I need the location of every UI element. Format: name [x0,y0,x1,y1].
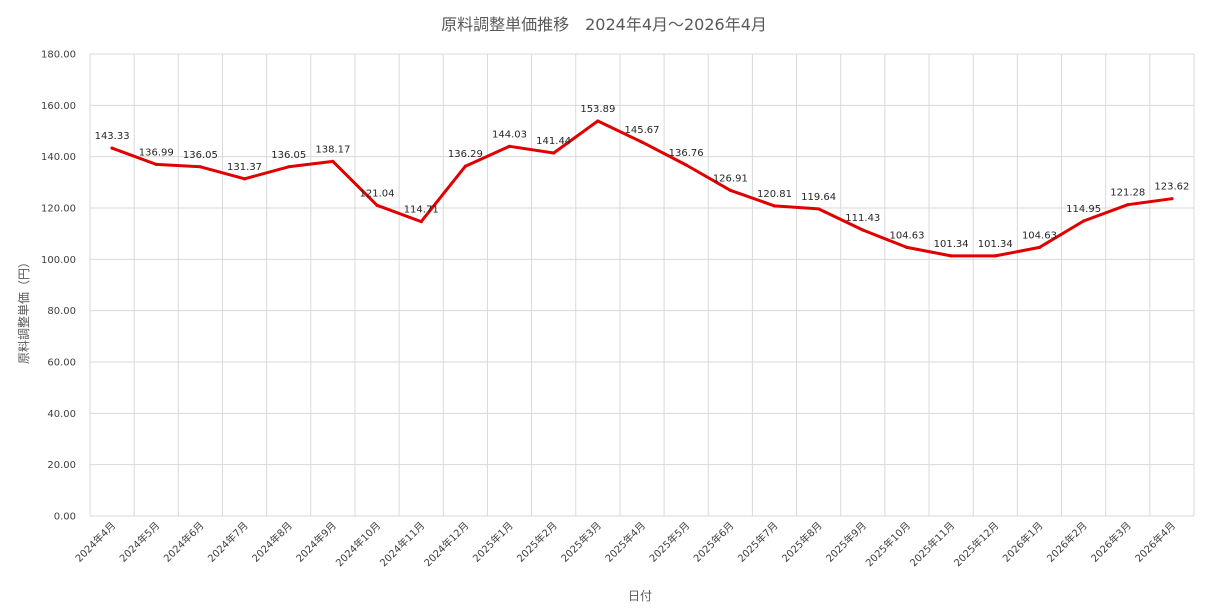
chart-title: 原料調整単価推移 2024年4月～2026年4月 [441,15,767,34]
data-label: 101.34 [934,239,969,250]
x-tick-label: 2026年1月 [1000,519,1046,565]
x-axis-title: 日付 [628,589,652,603]
x-tick-label: 2024年9月 [293,519,339,565]
y-tick-label: 80.00 [47,306,76,317]
data-label: 120.81 [757,189,792,200]
y-tick-label: 100.00 [41,255,76,266]
y-tick-label: 160.00 [41,101,76,112]
data-label: 143.33 [95,131,130,142]
x-tick-label: 2024年8月 [249,519,295,565]
x-tick-label: 2026年3月 [1088,519,1134,565]
data-point [154,162,158,166]
data-label: 136.99 [139,147,174,158]
data-label: 136.05 [271,150,306,161]
series-layer [110,119,1174,258]
data-point [728,188,732,192]
data-point [287,165,291,169]
data-point [993,254,997,258]
x-tick-label: 2025年5月 [646,519,692,565]
data-label: 141.44 [536,136,571,147]
data-label: 136.76 [669,148,704,159]
x-tick-label: 2025年12月 [951,519,1001,569]
x-tick-label: 2025年8月 [779,519,825,565]
data-label: 131.37 [227,162,262,173]
data-label: 126.91 [713,173,748,184]
x-tick-label: 2026年2月 [1044,519,1090,565]
x-tick-label: 2024年10月 [333,519,383,569]
x-axis-tick-labels: 2024年4月 2024年5月 2024年6月 2024年7月 2024年8月 2024年… [72,519,1178,569]
x-tick-label: 2025年6月 [691,519,737,565]
y-axis-tick-labels: 0.00 20.00 40.00 60.00 80.00 100.00 120.00 140.… [41,50,76,523]
data-point [110,146,114,150]
data-point [242,177,247,181]
data-point [331,159,335,163]
data-label: 123.62 [1154,182,1189,193]
data-label: 145.67 [625,125,660,136]
data-label: 104.63 [1022,230,1057,241]
y-tick-label: 0.00 [54,512,76,523]
data-point [640,140,644,144]
data-point [375,203,379,207]
data-label: 121.04 [360,188,395,199]
data-labels: 143.33 136.99 136.05 131.37 136.05 138.17 121.… [95,104,1190,250]
data-point [1037,245,1042,250]
y-tick-label: 20.00 [47,460,76,471]
x-tick-label: 2024年5月 [117,519,163,565]
data-point [905,245,909,250]
data-label: 114.71 [404,205,439,216]
data-label: 119.64 [801,192,836,203]
x-tick-label: 2025年3月 [558,519,604,565]
y-tick-label: 60.00 [47,358,76,369]
data-point [198,165,202,169]
data-point [507,144,512,148]
x-tick-label: 2025年11月 [907,519,957,569]
data-point [817,207,821,211]
data-point [684,163,688,167]
data-point [772,204,777,208]
data-label: 136.29 [448,149,483,160]
x-tick-label: 2024年6月 [161,519,207,565]
x-tick-label: 2024年4月 [72,519,118,565]
x-tick-label: 2025年2月 [514,519,560,565]
data-point [949,254,953,258]
data-label: 144.03 [492,129,527,140]
x-tick-label: 2025年4月 [602,519,648,565]
data-point [596,119,600,123]
x-tick-label: 2026年4月 [1132,519,1178,565]
x-tick-label: 2025年7月 [735,519,781,565]
data-point [463,164,467,168]
y-tick-label: 40.00 [47,409,76,420]
x-tick-label: 2024年12月 [421,519,471,569]
x-tick-label: 2024年7月 [205,519,251,565]
data-label: 111.43 [845,213,880,224]
gridlines [89,53,1195,517]
y-axis-title: 原料調整単価（円） [16,256,31,364]
x-tick-label: 2025年9月 [823,519,869,565]
data-label: 121.28 [1110,188,1145,199]
y-tick-label: 180.00 [41,50,76,61]
data-point [1082,219,1086,223]
data-point [552,151,556,155]
data-point [1170,197,1174,201]
x-tick-label: 2025年10月 [863,519,913,569]
y-tick-label: 120.00 [41,204,76,215]
x-tick-label: 2024年11月 [377,519,427,569]
data-label: 138.17 [315,144,350,155]
data-label: 136.05 [183,150,218,161]
data-label: 104.63 [889,230,924,241]
y-tick-label: 140.00 [41,152,76,163]
x-tick-label: 2025年1月 [470,519,516,565]
data-label: 114.95 [1066,204,1101,215]
data-point [1126,203,1130,207]
data-point [861,228,865,232]
data-label: 101.34 [978,239,1013,250]
data-point [419,219,423,224]
data-label: 153.89 [580,104,615,115]
